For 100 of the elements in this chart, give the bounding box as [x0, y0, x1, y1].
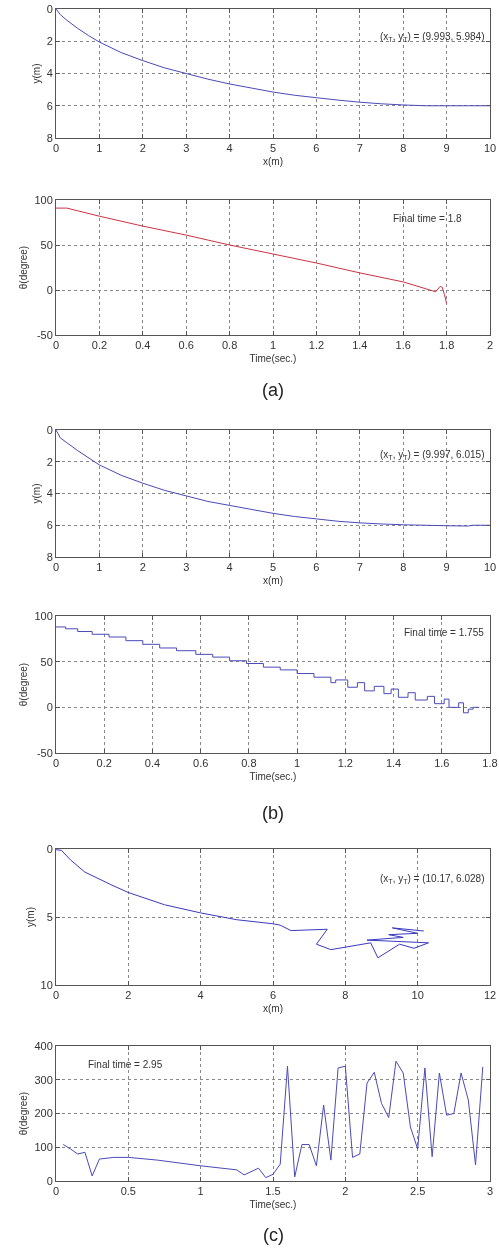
y-tick-label: 8	[46, 131, 53, 144]
y-tick-label: 6	[46, 519, 53, 532]
x-tick-label: 1	[269, 339, 277, 352]
annotation: Final time = 1.8	[393, 213, 463, 224]
x-tick-label: 0.4	[135, 339, 151, 352]
x-tick-label: 0.2	[91, 339, 108, 352]
x-tick-label: 10	[483, 561, 497, 574]
x-tick-label: 1.4	[352, 339, 368, 352]
y-tick-label: 0	[46, 842, 53, 855]
x-tick-label: 2	[125, 989, 132, 1002]
annotation: (x$_{T}$, y$_{T}$) = (10.17, 6.028)	[380, 873, 485, 886]
text: (c)	[263, 1225, 284, 1245]
line-series	[62, 1060, 484, 1179]
y-tick-label: 50	[40, 655, 53, 668]
x-tick-label: 7	[356, 142, 363, 155]
x-tick-label: 9	[443, 142, 450, 155]
x-tick-label: 10	[483, 142, 497, 155]
x-axis-title: x(m)	[263, 574, 283, 586]
x-tick-label: 1.2	[337, 757, 353, 770]
x-tick-label: 0.6	[178, 339, 194, 352]
x-tick-label: 5	[269, 142, 277, 155]
y-tick-label: 2	[46, 35, 53, 48]
annotation: Final time = 2.95	[88, 1059, 163, 1070]
x-tick-label: 8	[342, 989, 349, 1002]
x-tick-label: 6	[313, 561, 320, 574]
annotation: Final time = 1.755	[404, 627, 485, 638]
y-tick-label: 6	[46, 99, 53, 112]
y-tick-label: 200	[34, 1107, 53, 1120]
x-tick-label: 6	[313, 142, 320, 155]
x-tick-label: 9	[443, 561, 450, 574]
y-tick-label: 300	[34, 1073, 53, 1086]
x-tick-label: 8	[400, 142, 407, 155]
x-tick-label: 5	[269, 561, 277, 574]
x-axis-title: Time(sec.)	[249, 770, 297, 782]
y-tick-label: 0	[46, 283, 53, 296]
x-tick-label: 2	[342, 1185, 349, 1198]
y-tick-label: 100	[34, 609, 53, 622]
x-tick-label: 6	[269, 989, 277, 1002]
y-axis-title: y(m)	[30, 63, 42, 84]
y-axis-title: θ(degree)	[18, 1091, 30, 1136]
y-axis-title: θ(degree)	[18, 245, 30, 290]
x-tick-label: 3	[183, 561, 190, 574]
x-tick-label: 0.2	[96, 757, 112, 770]
text: (a)	[262, 380, 284, 400]
x-axis-title: x(m)	[263, 155, 283, 167]
x-tick-label: 7	[356, 561, 363, 574]
x-tick-label: 0.5	[120, 1185, 136, 1198]
x-tick-label: 1.6	[434, 757, 450, 770]
y-axis-title: y(m)	[24, 907, 36, 927]
y-tick-label: 4	[46, 487, 53, 500]
x-tick-label: 1	[294, 757, 301, 770]
y-tick-label: 8	[46, 550, 53, 563]
x-tick-label: 4	[226, 142, 233, 155]
y-tick-label: 4	[46, 67, 53, 80]
x-axis-title: x(m)	[263, 1002, 283, 1014]
y-tick-label: 100	[34, 193, 53, 206]
x-axis-title: Time(sec.)	[249, 1198, 297, 1210]
y-tick-label: 2	[46, 455, 53, 468]
y-tick-label: -50	[36, 328, 53, 341]
x-tick-label: 2	[139, 561, 146, 574]
y-axis-title: y(m)	[30, 483, 42, 504]
x-tick-label: 1.6	[395, 339, 411, 352]
x-tick-label: 1	[96, 561, 103, 574]
annotation: (x$_{T}$, y$_{T}$) = (9.997, 6.015)	[380, 449, 485, 462]
x-tick-label: 1.8	[482, 757, 498, 770]
y-tick-label: 400	[34, 1039, 53, 1052]
y-axis-title: θ(degree)	[18, 662, 30, 707]
x-tick-label: 2	[139, 142, 146, 155]
x-tick-label: 1.5	[265, 1185, 281, 1198]
y-tick-label: 0	[46, 2, 53, 15]
text: (b)	[262, 803, 284, 823]
x-tick-label: 1	[96, 142, 103, 155]
x-tick-label: 4	[197, 989, 204, 1002]
y-tick-label: 100	[34, 1141, 53, 1154]
x-tick-label: 10	[411, 989, 424, 1002]
x-tick-label: 1	[197, 1185, 204, 1198]
x-tick-label: 1.8	[438, 339, 455, 352]
y-tick-label: 5	[46, 910, 53, 923]
x-tick-label: 2.5	[410, 1185, 426, 1198]
x-tick-label: 3	[486, 1185, 494, 1198]
annotation: (x$_{T}$, y$_{T}$) = (9.993, 5.984)	[380, 31, 485, 44]
y-tick-label: 0	[46, 701, 53, 714]
x-tick-label: 0.4	[144, 757, 161, 770]
y-tick-label: -50	[36, 746, 53, 759]
x-tick-label: 4	[226, 561, 233, 574]
x-tick-label: 3	[183, 142, 190, 155]
x-tick-label: 12	[483, 989, 497, 1002]
x-tick-label: 1.2	[308, 339, 325, 352]
x-tick-label: 0.8	[241, 757, 257, 770]
x-tick-label: 2	[486, 339, 494, 352]
y-tick-label: 10	[40, 978, 53, 991]
y-tick-label: 0	[46, 1174, 53, 1187]
x-tick-label: 8	[400, 561, 407, 574]
y-tick-label: 50	[40, 238, 53, 251]
x-tick-label: 0.6	[193, 757, 209, 770]
line-series	[56, 207, 448, 304]
x-tick-label: 0.8	[221, 339, 238, 352]
x-axis-title: Time(sec.)	[249, 352, 297, 364]
y-tick-label: 0	[46, 423, 53, 436]
x-tick-label: 1.4	[385, 757, 402, 770]
